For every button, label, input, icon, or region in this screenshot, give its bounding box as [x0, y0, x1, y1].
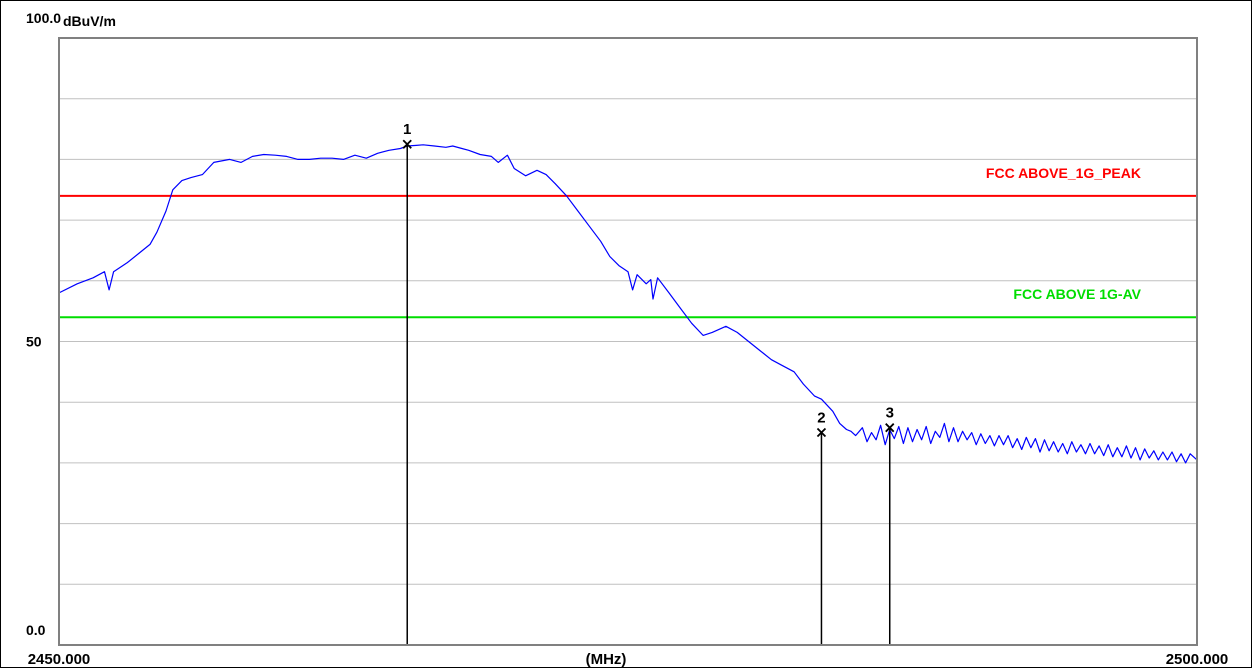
series-line — [58, 144, 1198, 464]
x-unit-label: (MHz) — [586, 651, 627, 667]
limit-line-label: FCC ABOVE 1G-AV — [1013, 286, 1141, 302]
y-tick-label: 100.0 — [26, 10, 61, 26]
marker-cross — [885, 423, 895, 433]
marker-label: 1 — [403, 121, 411, 138]
grid-lines — [59, 98, 1197, 585]
limit-line-label: FCC ABOVE_1G_PEAK — [986, 165, 1141, 181]
y-unit-label: dBuV/m — [63, 13, 116, 29]
marker-cross — [816, 427, 827, 438]
y-tick-label: 50 — [26, 334, 42, 350]
x-tick-label: 2450.000 — [28, 651, 91, 667]
marker-cross — [402, 139, 412, 149]
x-tick-label: 2500.000 — [1166, 651, 1229, 667]
markers: 1 2 3 — [402, 121, 895, 645]
plot-frame — [58, 37, 1198, 646]
series-layer — [58, 144, 1198, 464]
marker-label: 2 — [817, 410, 825, 427]
tick-labels: 100.0 50 0.0 2450.000 2500.000 — [26, 10, 1229, 668]
marker-label: 3 — [886, 405, 894, 422]
limit-lines: FCC ABOVE_1G_PEAK FCC ABOVE 1G-AV — [59, 165, 1197, 319]
y-tick-label: 0.0 — [26, 622, 46, 638]
